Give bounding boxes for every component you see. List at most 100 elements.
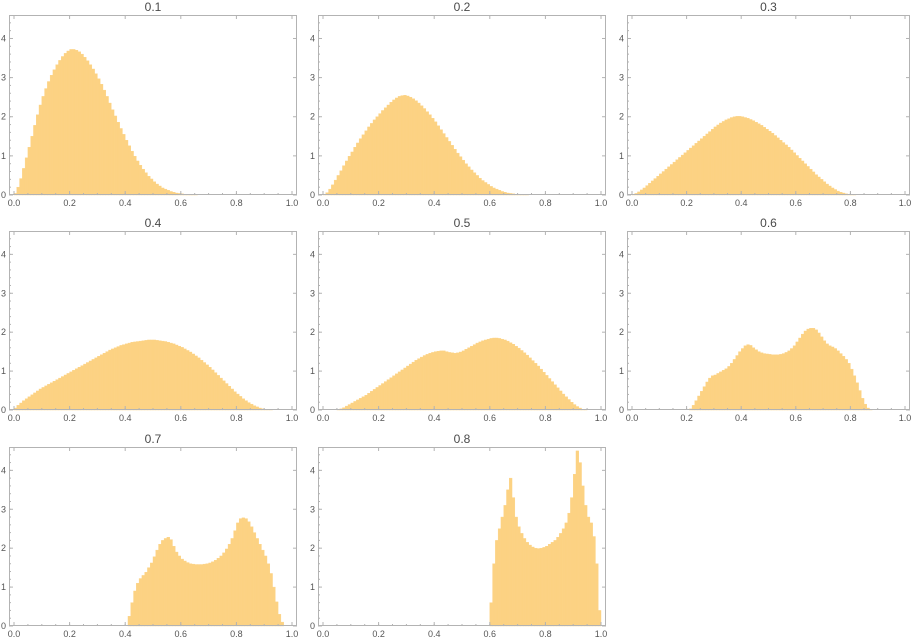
x-tick-label: 0.8 [539,198,552,208]
histogram-bar [716,124,720,196]
x-tick-label: 0.6 [175,413,188,423]
y-tick-label: 3 [619,73,624,83]
histogram-bar [689,147,693,196]
histogram-bar [481,340,485,411]
histogram-bar [47,81,51,196]
histogram-bar [141,168,145,196]
x-tick-label: 0.4 [735,413,748,423]
histogram-bar [136,341,140,411]
histogram-bar [80,365,84,411]
histogram-bar [158,544,162,627]
histogram-bar [575,450,579,627]
histogram-bar [161,187,165,196]
histogram-bar [472,344,477,411]
y-tick-label: 4 [310,465,315,475]
histogram-bar [183,560,187,627]
histogram-bar [58,60,62,196]
histogram-bar [478,341,482,411]
histogram-bar [525,354,529,411]
histogram-bar [743,345,747,411]
histogram-bar [119,345,123,411]
panel-title: 0.6 [760,216,777,230]
histogram-bar [801,160,805,196]
histogram-bar [36,114,40,196]
histogram-bar [536,548,541,627]
histogram-bar [749,345,753,411]
histogram-panel: 0.5 0.0 0.2 0.4 0.6 0.8 1.0 0 1 2 3 4 [304,216,612,424]
histogram-bar [500,338,504,411]
histogram-bar [776,354,780,411]
histogram-bar [55,379,59,411]
histogram-bar [439,129,443,196]
histogram-bar [547,544,552,627]
histogram-bar [710,375,715,411]
y-tick-label: 4 [1,249,6,259]
histogram-bar [425,111,429,196]
histogram-bar [216,375,220,411]
y-tick-label: 1 [310,366,315,376]
histogram-bar [511,497,516,627]
x-tick-label: 0.2 [680,413,693,423]
y-tick-label: 1 [619,366,624,376]
histogram-bar [514,516,518,627]
histogram-bar [397,96,402,196]
histogram-bar [542,372,546,411]
histogram-bar [497,338,502,411]
histogram-bar [347,156,352,196]
histogram-bar [166,537,170,627]
histogram-bar [49,382,54,411]
histogram-bar [539,368,543,411]
histogram-bar [781,353,786,411]
histogram-bar [486,338,491,411]
histogram-bar [456,152,460,196]
histogram-bar [350,151,354,196]
histogram-bar [36,390,40,411]
histogram-bar [584,505,588,627]
histogram-bar [461,350,465,411]
histogram-bar [855,382,859,411]
histogram-bar [222,380,226,411]
histogram-bar [77,51,81,196]
histogram-bar [66,50,70,196]
histogram-bar [208,366,212,411]
histogram-bar [790,149,794,196]
histogram-bar [464,163,468,196]
histogram-bar [553,540,557,627]
panel-title: 0.3 [760,0,777,14]
histogram-bar [765,129,769,196]
histogram-bar [370,123,374,196]
histogram-bar [275,601,279,627]
histogram-bar [408,363,413,411]
histogram-bar [370,391,374,411]
y-tick-label: 1 [1,582,6,592]
histogram-bar [411,98,415,196]
histogram-bar [852,375,857,411]
y-tick-label: 0 [1,190,6,200]
histogram-bar [672,161,676,196]
histogram-bar [49,75,54,196]
histogram-bar [550,381,554,411]
histogram-bar [858,390,862,411]
histogram-bar [719,122,723,196]
histogram-bar [406,95,410,196]
histogram-bar [506,489,510,627]
histogram-bar [227,544,232,627]
y-tick-label: 3 [310,504,315,514]
histogram-bar [536,365,541,411]
y-tick-label: 2 [1,543,6,553]
histogram-bar [422,355,427,411]
histogram-bar [74,50,79,196]
histogram-bar [200,359,204,411]
histogram-svg: 0.2 0.0 0.2 0.4 0.6 0.8 1.0 0 1 2 3 4 [310,0,607,208]
histogram-bar [667,166,671,196]
histogram-bar [269,573,273,627]
histogram-bar [547,378,552,411]
histogram-bar [691,145,695,196]
histogram-bar [545,375,549,411]
histogram-bar [746,118,750,196]
histogram-bar [74,368,79,411]
histogram-bar [102,352,106,411]
histogram-bar [19,402,23,411]
histogram-bar [798,158,802,196]
histogram-bar [592,536,596,627]
